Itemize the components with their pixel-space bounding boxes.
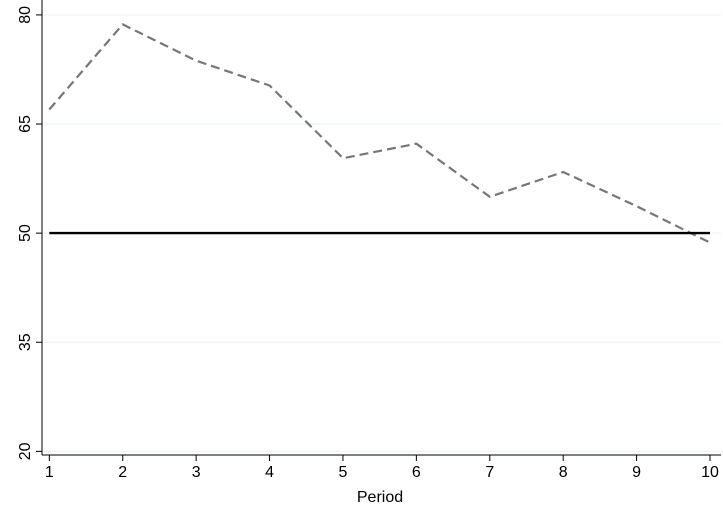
x-tick-label: 6 <box>412 464 421 481</box>
x-tick-label: 5 <box>339 464 348 481</box>
x-tick-label: 3 <box>192 464 201 481</box>
y-tick-label: 80 <box>17 6 34 24</box>
x-tick-label: 9 <box>632 464 641 481</box>
y-tick-label: 50 <box>17 224 34 242</box>
dashed-series-line <box>48 23 711 244</box>
tick-labels: 20 35 50 65 80 1 2 3 4 5 6 7 8 9 10 <box>17 6 719 481</box>
y-tick-label: 20 <box>17 442 34 460</box>
x-tick-label: 10 <box>701 464 719 481</box>
x-tick-label: 7 <box>485 464 494 481</box>
x-tick-label: 4 <box>265 464 274 481</box>
y-tick-label: 35 <box>17 333 34 351</box>
x-tick-label: 2 <box>118 464 127 481</box>
y-tick-label: 65 <box>17 115 34 133</box>
x-axis-title: Period <box>357 489 403 506</box>
x-tick-label: 1 <box>45 464 54 481</box>
series-lines <box>48 23 711 244</box>
axes <box>41 0 721 456</box>
x-tick-label: 8 <box>559 464 568 481</box>
